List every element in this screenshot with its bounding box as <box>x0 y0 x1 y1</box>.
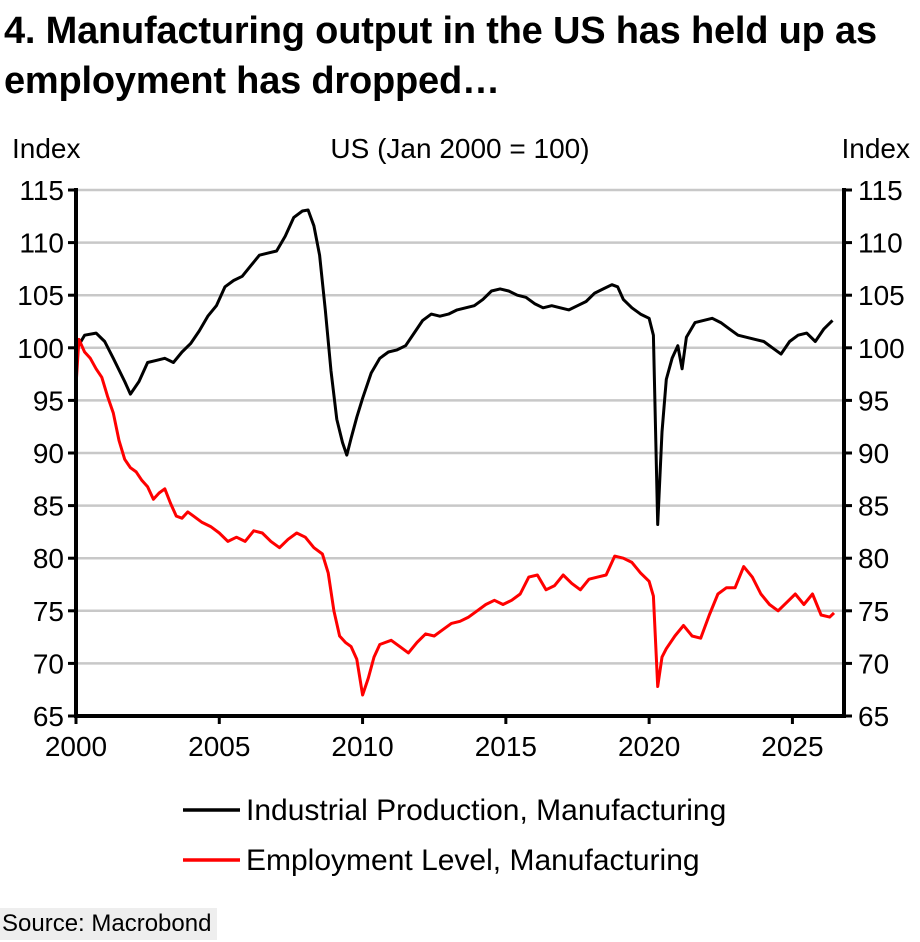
y-tick-labels: 65 65 70 70 75 75 80 80 85 85 90 90 95 95 100 100 105 105… <box>17 175 904 732</box>
axes <box>68 188 852 724</box>
source-note: Source: Macrobond <box>0 908 218 940</box>
left-axis-label: Index <box>12 133 81 164</box>
legend: Industrial Production, Manufacturing Empl… <box>183 794 726 877</box>
series-line-industrial-production <box>74 208 834 526</box>
y-tick-label-left: 105 <box>17 280 64 311</box>
x-tick-label: 2015 <box>475 731 537 762</box>
y-tick-label-left: 85 <box>33 491 64 522</box>
y-tick-label-right: 95 <box>858 385 889 416</box>
x-tick-labels: 2000 2005 2010 2015 2020 2025 <box>45 731 824 762</box>
y-tick-label-left: 110 <box>19 228 64 259</box>
x-tick-label: 2005 <box>188 731 250 762</box>
y-tick-label-right: 100 <box>858 333 905 364</box>
y-tick-label-left: 95 <box>33 385 64 416</box>
x-tick-label: 2010 <box>331 731 393 762</box>
y-tick-label-right: 110 <box>858 228 903 259</box>
y-tick-label-left: 100 <box>17 333 64 364</box>
y-tick-label-left: 90 <box>33 438 64 469</box>
y-tick-label-left: 115 <box>19 175 64 206</box>
series-line-employment-level <box>74 337 836 697</box>
legend-label: Industrial Production, Manufacturing <box>246 794 726 827</box>
y-tick-label-left: 75 <box>33 596 64 627</box>
x-tick-label: 2000 <box>45 731 107 762</box>
gridlines <box>76 188 844 665</box>
y-tick-label-right: 65 <box>858 701 889 732</box>
x-tick-label: 2025 <box>761 731 823 762</box>
y-tick-label-right: 75 <box>858 596 889 627</box>
y-tick-label-right: 80 <box>858 543 889 574</box>
y-tick-label-right: 115 <box>858 175 903 206</box>
y-tick-label-right: 90 <box>858 438 889 469</box>
legend-label: Employment Level, Manufacturing <box>246 844 700 877</box>
right-axis-label: Index <box>842 133 911 164</box>
chart-subtitle: US (Jan 2000 = 100) <box>330 133 589 164</box>
y-tick-label-right: 85 <box>858 491 889 522</box>
y-tick-label-left: 80 <box>33 543 64 574</box>
y-tick-label-right: 105 <box>858 280 905 311</box>
y-tick-label-left: 65 <box>33 701 64 732</box>
y-tick-label-left: 70 <box>33 648 64 679</box>
series-lines <box>74 208 836 697</box>
y-tick-label-right: 70 <box>858 648 889 679</box>
page-title: 4. Manufacturing output in the US has he… <box>4 10 877 102</box>
x-tick-label: 2020 <box>618 731 680 762</box>
